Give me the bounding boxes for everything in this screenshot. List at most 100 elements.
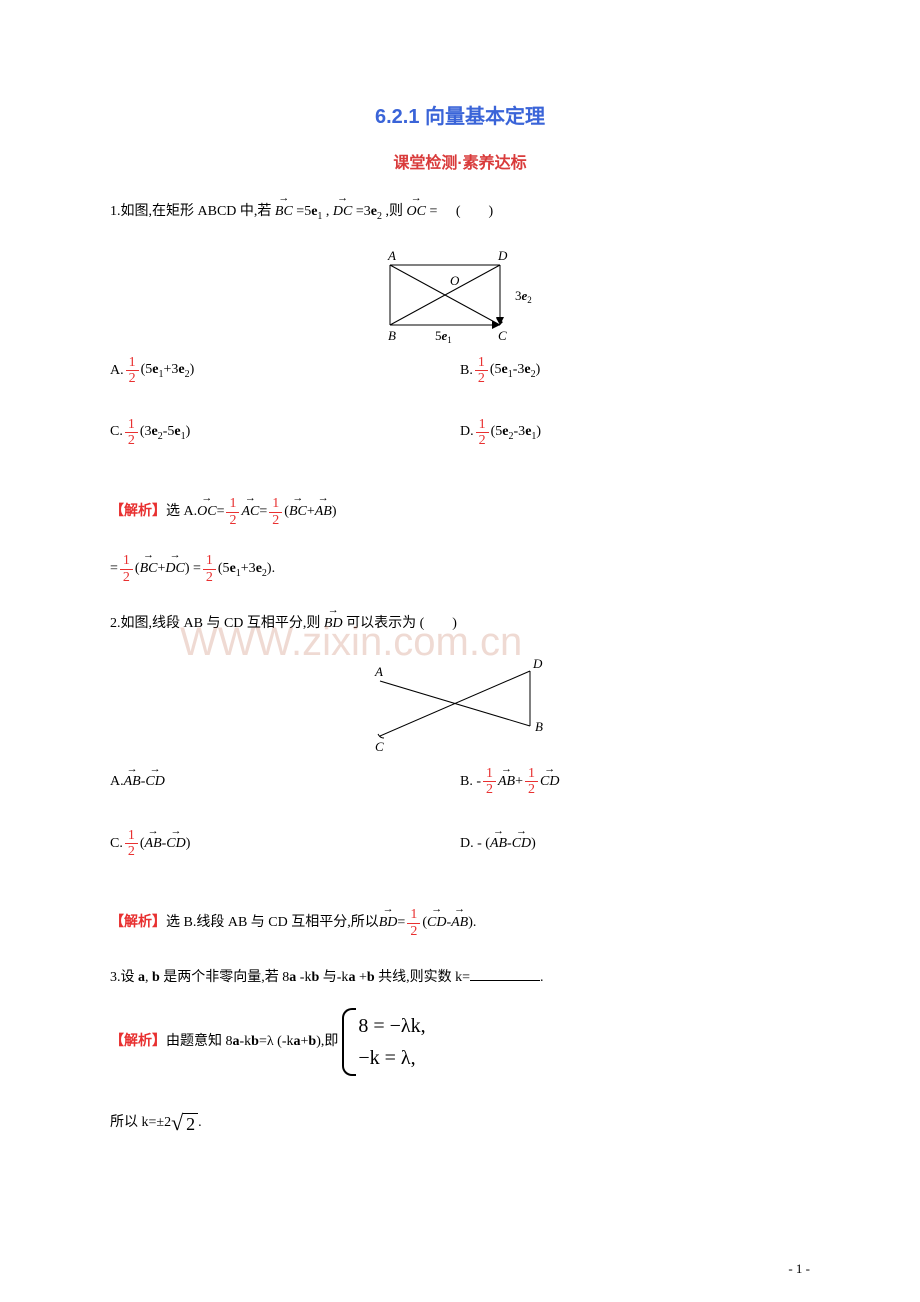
num: 1 bbox=[475, 355, 488, 371]
opt-b-text: (5e1-3e2) bbox=[490, 362, 540, 380]
sqrt-icon: 2 bbox=[171, 1099, 198, 1147]
question-3: 3.设 a, b 是两个非零向量,若 8a -kb 与-ka +b 共线,则实数… bbox=[110, 964, 810, 992]
vec-bc: BC bbox=[289, 497, 307, 528]
n: 1 bbox=[203, 553, 216, 569]
b: b bbox=[308, 1027, 316, 1058]
comma: , bbox=[326, 204, 333, 219]
opt-label: D. bbox=[460, 424, 474, 440]
vec: CD bbox=[540, 774, 559, 790]
d: 2 bbox=[269, 513, 282, 528]
q2-option-a: A. AB - CD bbox=[110, 766, 460, 798]
vector-oc: OC bbox=[407, 198, 426, 226]
vec-oc: OC bbox=[197, 497, 216, 528]
m5: + bbox=[359, 970, 367, 985]
fig-label-5e1: 5e1 bbox=[435, 328, 452, 345]
ans2: 选 B.线段 AB 与 CD 互相平分,所以 bbox=[166, 908, 379, 939]
final: (5e1+3e2). bbox=[218, 554, 275, 585]
opt-label: B. bbox=[460, 363, 473, 379]
q2-figure: A B C D bbox=[350, 656, 570, 756]
b: b bbox=[152, 970, 160, 985]
d: 2 bbox=[525, 782, 538, 797]
comma2: ,则 bbox=[386, 204, 407, 219]
opt-label: C. bbox=[110, 836, 123, 852]
q2-analysis: 【解析】 选 B.线段 AB 与 CD 互相平分,所以 BD= 12 ( CD-… bbox=[110, 907, 810, 939]
plus: + bbox=[515, 774, 523, 790]
vec: CD bbox=[512, 836, 531, 852]
b: b bbox=[251, 1027, 259, 1058]
sub2: 2 bbox=[377, 211, 382, 222]
d: 2 bbox=[120, 570, 133, 585]
fig-c: C bbox=[375, 739, 384, 754]
cases: 8 = −λk, −k = λ, bbox=[340, 1010, 425, 1074]
q1-option-d: D. 12 (5e2-3e1) bbox=[460, 417, 810, 449]
q1-eq1: =5 bbox=[296, 204, 311, 219]
q2-option-b: B. - 12 AB + 12 CD bbox=[460, 766, 810, 798]
num: 1 bbox=[126, 355, 139, 371]
vector-bc: BC bbox=[275, 198, 293, 226]
den: 2 bbox=[126, 371, 139, 386]
m4: ),即 bbox=[316, 1027, 338, 1058]
a: a bbox=[348, 970, 355, 985]
d: 2 bbox=[226, 513, 239, 528]
fig-b: B bbox=[535, 719, 543, 734]
vec-cd: CD bbox=[427, 908, 446, 939]
n: 1 bbox=[407, 907, 420, 923]
a: a bbox=[289, 970, 296, 985]
vec: AB bbox=[490, 836, 507, 852]
d: 2 bbox=[483, 782, 496, 797]
q1-option-a: A. 12 (5e1+3e2) bbox=[110, 355, 460, 387]
close: ). bbox=[468, 908, 476, 939]
q1-option-b: B. 12 (5e1-3e2) bbox=[460, 355, 810, 387]
m6: 共线,则实数 k= bbox=[378, 970, 470, 985]
case1: 8 = −λk, bbox=[358, 1010, 425, 1042]
vec: CD bbox=[145, 774, 164, 790]
final-post: . bbox=[198, 1108, 202, 1139]
q1-text: 1.如图,在矩形 ABCD 中,若 bbox=[110, 204, 275, 219]
opt-label: A. bbox=[110, 774, 124, 790]
m3: -k bbox=[300, 970, 312, 985]
fig-label-c: C bbox=[498, 328, 507, 343]
n: 1 bbox=[269, 496, 282, 512]
close: ) bbox=[531, 836, 536, 852]
q1-analysis-1: 【解析】 选 A. OC= 12 AC= 12 ( BC+ AB) bbox=[110, 496, 810, 528]
question-2: 2.如图,线段 AB 与 CD 互相平分,则 BD 可以表示为 ( ) bbox=[110, 610, 810, 638]
rad: 2 bbox=[183, 1113, 198, 1134]
vec-bc2: BC bbox=[140, 554, 158, 585]
q2-option-d: D. - ( AB- CD ) bbox=[460, 828, 810, 860]
opt-label: D. - ( bbox=[460, 836, 490, 852]
page-title: 6.2.1 向量基本定理 bbox=[110, 100, 810, 129]
q2-option-c: C. 12 ( AB- CD) bbox=[110, 828, 460, 860]
d: 2 bbox=[125, 844, 138, 859]
vec: AB bbox=[124, 774, 141, 790]
a: a bbox=[293, 1027, 300, 1058]
period: . bbox=[540, 970, 544, 985]
a: a bbox=[138, 970, 145, 985]
fig-label-3e2: 3e2 bbox=[515, 288, 532, 305]
q1-eq3: = bbox=[429, 204, 437, 219]
fig-a: A bbox=[374, 664, 383, 679]
fig-label-o: O bbox=[450, 273, 460, 288]
final-pre: 所以 k=±2 bbox=[110, 1108, 171, 1139]
paren: ( ) bbox=[456, 204, 493, 219]
opt-c-text: (3e2-5e1) bbox=[140, 424, 190, 442]
m1: -k bbox=[240, 1027, 252, 1058]
c: , bbox=[145, 970, 149, 985]
opt-d-text: (5e2-3e1) bbox=[491, 424, 541, 442]
m2: 是两个非零向量,若 8 bbox=[163, 970, 289, 985]
vec-bd: BD bbox=[324, 610, 343, 638]
den: 2 bbox=[125, 433, 138, 448]
b: b bbox=[367, 970, 375, 985]
den: 2 bbox=[475, 371, 488, 386]
pre: 由题意知 8 bbox=[166, 1027, 233, 1058]
n: 1 bbox=[125, 828, 138, 844]
vector-dc: DC bbox=[333, 198, 352, 226]
vec-ab: AB bbox=[451, 908, 468, 939]
m2: =λ (-k bbox=[259, 1027, 294, 1058]
num: 1 bbox=[476, 417, 489, 433]
analysis-label: 【解析】 bbox=[110, 497, 166, 528]
q1-eq2: =3 bbox=[356, 204, 371, 219]
den: 2 bbox=[476, 433, 489, 448]
b: b bbox=[311, 970, 319, 985]
a: a bbox=[233, 1027, 240, 1058]
q3-analysis: 【解析】 由题意知 8a -kb =λ (-ka +b ),即 8 = −λk,… bbox=[110, 1010, 810, 1074]
